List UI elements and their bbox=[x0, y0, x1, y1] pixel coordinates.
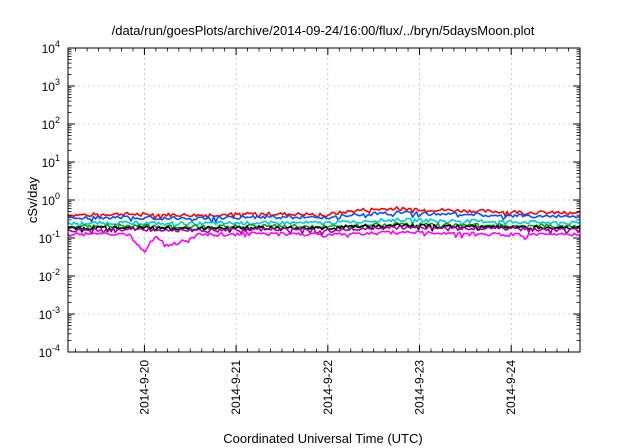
x-tick-label: 2014-9-23 bbox=[413, 360, 427, 415]
x-tick-label: 2014-9-24 bbox=[504, 360, 518, 415]
y-tick-label: 10-1 bbox=[39, 229, 60, 246]
x-tick-label: 2014-9-21 bbox=[229, 360, 243, 415]
y-tick-label: 101 bbox=[42, 153, 60, 170]
series-line bbox=[67, 217, 581, 229]
series-group bbox=[67, 206, 581, 253]
y-tick-label: 104 bbox=[42, 39, 60, 56]
series-line bbox=[67, 210, 581, 224]
series-line bbox=[67, 225, 581, 236]
y-tick-label: 100 bbox=[42, 191, 60, 208]
grid bbox=[68, 48, 580, 352]
y-tick-label: 10-4 bbox=[39, 343, 60, 360]
y-axis-title: cSv/day bbox=[25, 176, 40, 223]
y-axis: 10-4 10-3 10-2 10-1 100 101 102 103 104 bbox=[39, 39, 580, 360]
y-tick-label: 10-2 bbox=[39, 267, 60, 284]
y-tick-label: 102 bbox=[42, 115, 60, 132]
x-axis-title: Coordinated Universal Time (UTC) bbox=[223, 431, 422, 446]
series-line bbox=[67, 206, 581, 220]
series-line bbox=[67, 230, 581, 253]
x-tick-label: 2014-9-20 bbox=[137, 360, 151, 415]
y-tick-label: 10-3 bbox=[39, 305, 60, 322]
x-tick-label: 2014-9-22 bbox=[321, 360, 335, 415]
y-tick-label: 103 bbox=[42, 77, 60, 94]
x-axis: 2014-9-20 2014-9-21 2014-9-22 2014-9-23 2014… bbox=[75, 48, 581, 415]
chart-title: /data/run/goesPlots/archive/2014-09-24/1… bbox=[112, 23, 535, 38]
